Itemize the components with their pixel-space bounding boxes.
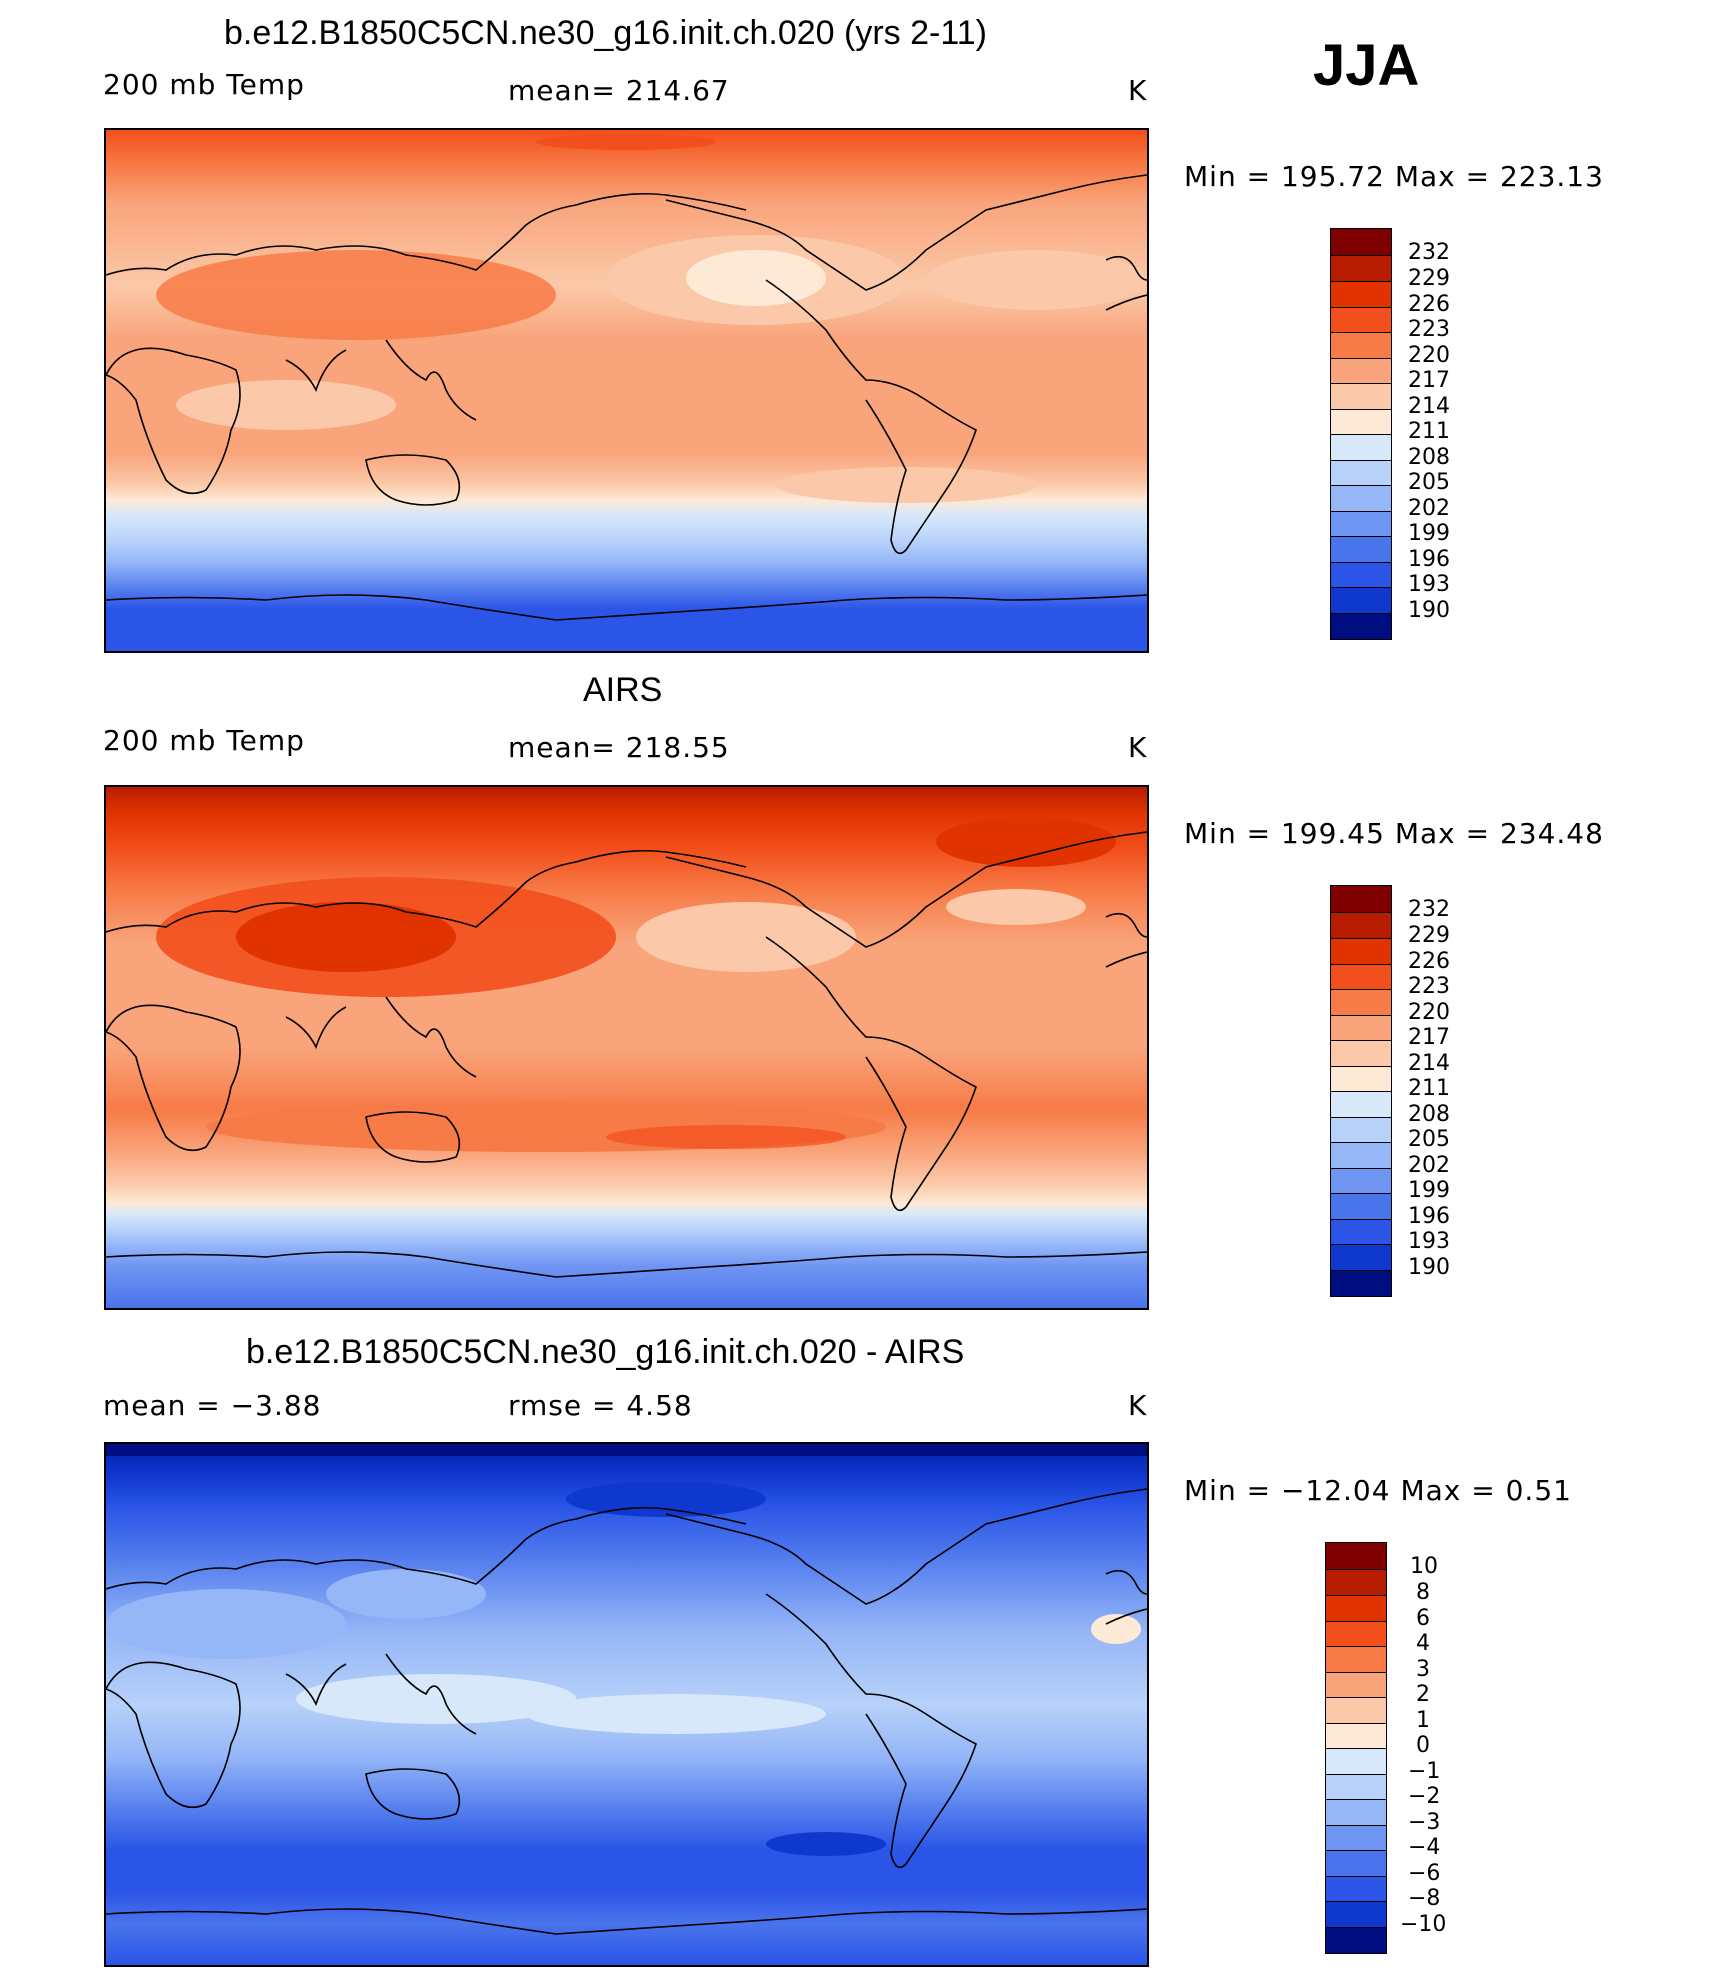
tick-label: 190 bbox=[1408, 598, 1450, 623]
panel-title: b.e12.B1850C5CN.ne30_g16.init.ch.020 (yr… bbox=[224, 14, 987, 52]
tick-label: 229 bbox=[1408, 266, 1450, 291]
tick-label: 196 bbox=[1408, 1204, 1450, 1229]
tick-label: 223 bbox=[1408, 317, 1450, 342]
tick-label: 8 bbox=[1416, 1580, 1430, 1605]
tick-label: 190 bbox=[1408, 1255, 1450, 1280]
unit-label: K bbox=[1128, 1389, 1148, 1422]
tick-label: 202 bbox=[1408, 496, 1450, 521]
tick-label: 193 bbox=[1408, 1229, 1450, 1254]
tick-label: 1 bbox=[1416, 1708, 1430, 1733]
panel-title: b.e12.B1850C5CN.ne30_g16.init.ch.020 - A… bbox=[246, 1333, 965, 1371]
minmax-label: Min = −12.04 Max = 0.51 bbox=[1184, 1474, 1572, 1507]
tick-label: −3 bbox=[1408, 1810, 1441, 1835]
tick-label: 208 bbox=[1408, 445, 1450, 470]
mean-label: mean= 214.67 bbox=[508, 74, 730, 107]
tick-label: 205 bbox=[1408, 1127, 1450, 1152]
tick-label: 232 bbox=[1408, 240, 1450, 265]
mean-label: mean= 218.55 bbox=[508, 731, 730, 764]
tick-label: 0 bbox=[1416, 1733, 1430, 1758]
mean-label: mean = −3.88 bbox=[103, 1389, 322, 1422]
tick-label: 205 bbox=[1408, 470, 1450, 495]
tick-label: 6 bbox=[1416, 1606, 1430, 1631]
tick-label: 220 bbox=[1408, 343, 1450, 368]
tick-label: 211 bbox=[1408, 419, 1450, 444]
tick-label: 2 bbox=[1416, 1682, 1430, 1707]
variable-label: 200 mb Temp bbox=[103, 68, 305, 101]
panel-title: AIRS bbox=[583, 671, 663, 709]
map-model bbox=[104, 128, 1149, 653]
tick-label: −1 bbox=[1408, 1759, 1441, 1784]
tick-label: 226 bbox=[1408, 949, 1450, 974]
tick-label: 10 bbox=[1410, 1554, 1438, 1579]
tick-label: −2 bbox=[1408, 1784, 1441, 1809]
tick-label: 223 bbox=[1408, 974, 1450, 999]
colorbar bbox=[1330, 228, 1392, 640]
tick-label: 3 bbox=[1416, 1657, 1430, 1682]
tick-label: −6 bbox=[1408, 1861, 1441, 1886]
tick-label: 220 bbox=[1408, 1000, 1450, 1025]
tick-label: 232 bbox=[1408, 897, 1450, 922]
tick-label: −8 bbox=[1408, 1886, 1441, 1911]
tick-label: 226 bbox=[1408, 292, 1450, 317]
tick-label: 217 bbox=[1408, 1025, 1450, 1050]
season-label: JJA bbox=[1313, 33, 1420, 98]
unit-label: K bbox=[1128, 731, 1148, 764]
tick-label: 229 bbox=[1408, 923, 1450, 948]
tick-label: 208 bbox=[1408, 1102, 1450, 1127]
map-observations bbox=[104, 785, 1149, 1310]
tick-label: 199 bbox=[1408, 1178, 1450, 1203]
tick-label: −4 bbox=[1408, 1835, 1441, 1860]
tick-label: 217 bbox=[1408, 368, 1450, 393]
unit-label: K bbox=[1128, 74, 1148, 107]
tick-label: 4 bbox=[1416, 1631, 1430, 1656]
tick-label: 214 bbox=[1408, 1051, 1450, 1076]
colorbar bbox=[1325, 1542, 1387, 1954]
tick-label: 196 bbox=[1408, 547, 1450, 572]
tick-label: 193 bbox=[1408, 572, 1450, 597]
variable-label: 200 mb Temp bbox=[103, 724, 305, 757]
minmax-label: Min = 199.45 Max = 234.48 bbox=[1184, 817, 1604, 850]
tick-label: 214 bbox=[1408, 394, 1450, 419]
map-difference bbox=[104, 1442, 1149, 1967]
colorbar bbox=[1330, 885, 1392, 1297]
rmse-label: rmse = 4.58 bbox=[508, 1389, 693, 1422]
minmax-label: Min = 195.72 Max = 223.13 bbox=[1184, 160, 1604, 193]
tick-label: 199 bbox=[1408, 521, 1450, 546]
tick-label: −10 bbox=[1400, 1912, 1447, 1937]
tick-label: 211 bbox=[1408, 1076, 1450, 1101]
tick-label: 202 bbox=[1408, 1153, 1450, 1178]
